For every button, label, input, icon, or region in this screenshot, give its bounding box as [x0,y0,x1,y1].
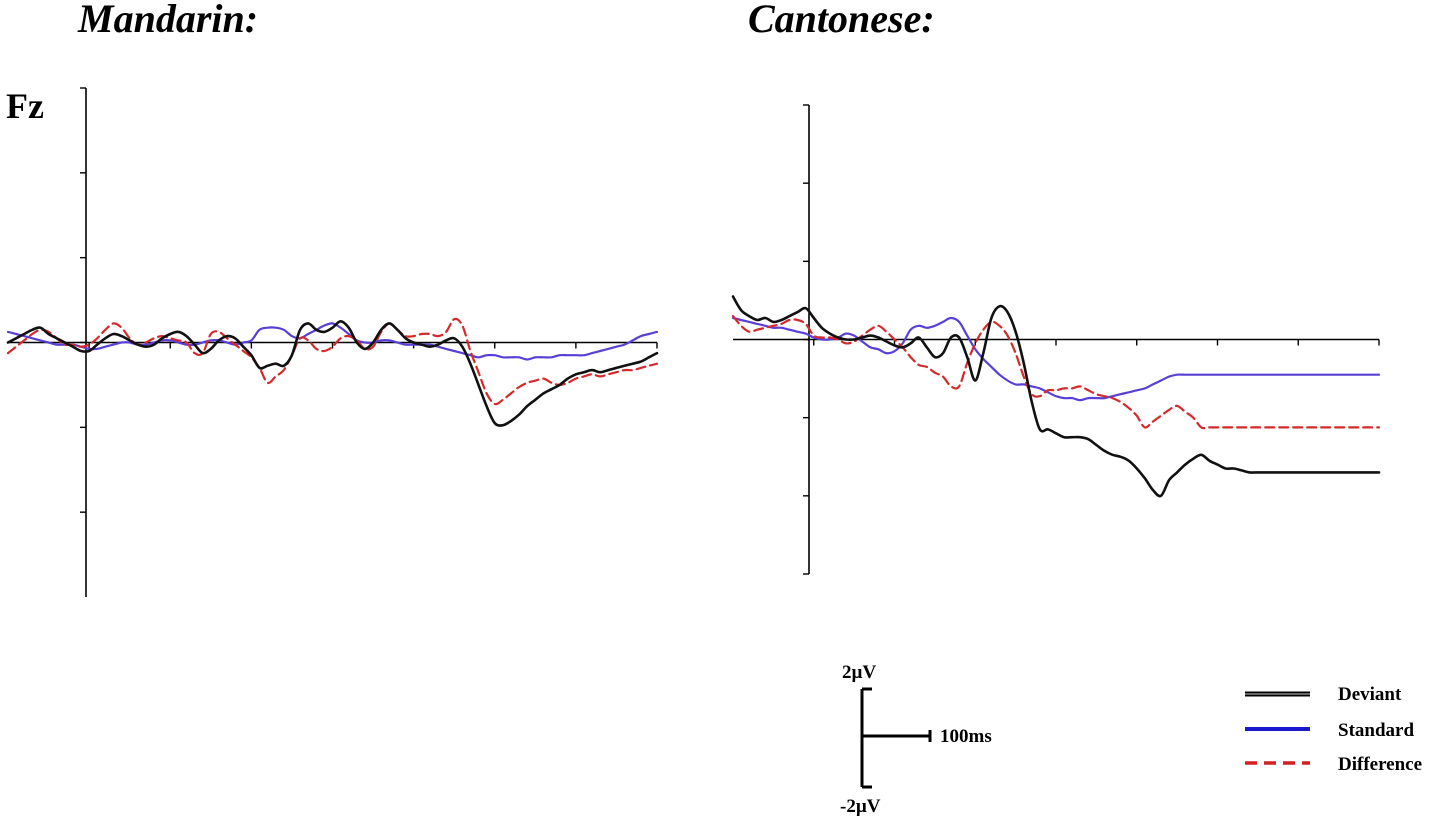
legend-label-standard: Standard [1338,720,1414,741]
mandarin-difference-waveform [6,317,659,406]
cantonese-standard-waveform [731,316,1381,402]
mandarin-standard-waveform [6,322,659,361]
mandarin-panel-title: Mandarin: [77,0,258,41]
electrode-label: Fz [6,86,44,126]
scale-amplitude-top-label: 2µV [842,662,876,683]
legend: Deviant Standard Difference [1245,684,1422,775]
mandarin-erp-panel [6,87,659,597]
legend-label-deviant: Deviant [1338,684,1402,705]
cantonese-erp-panel [731,104,1381,575]
scale-time-label: 100ms [940,726,992,747]
cantonese-difference-waveform [731,315,1381,430]
scale-bar: 2µV 100ms -2µV [840,662,992,817]
legend-label-difference: Difference [1338,754,1422,775]
mandarin-deviant-waveform [6,320,659,427]
cantonese-panel-title: Cantonese: [748,0,935,41]
cantonese-deviant-waveform [731,295,1381,498]
scale-amplitude-bottom-label: -2µV [840,796,881,817]
